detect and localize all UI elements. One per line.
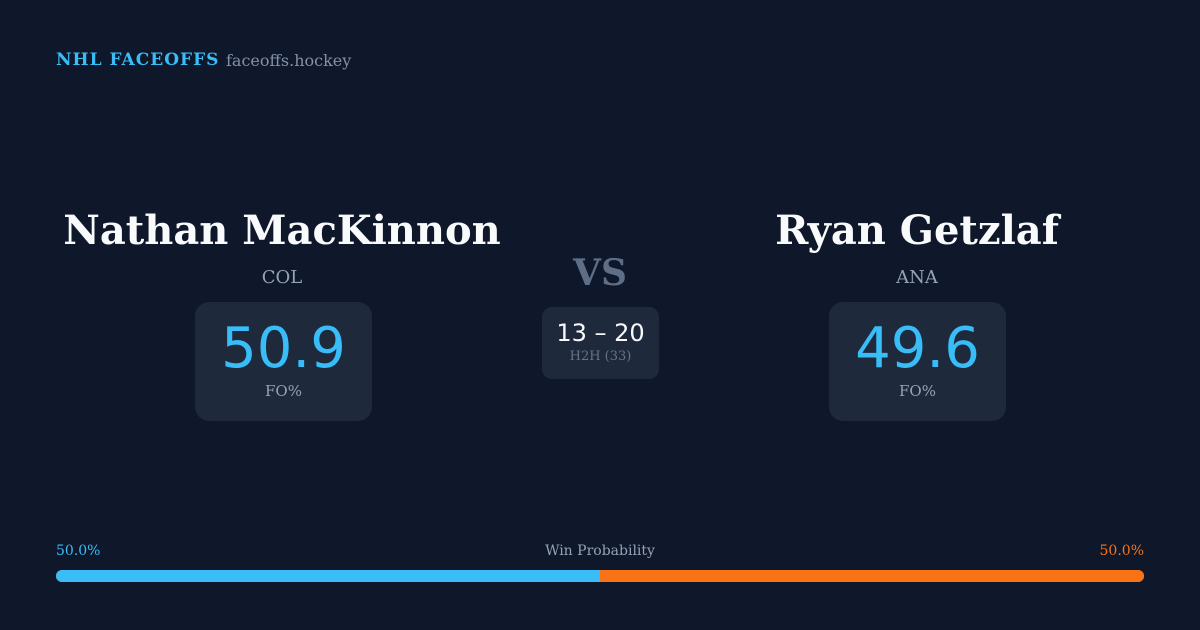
left-win-prob-fill: [56, 570, 600, 582]
right-fo-card: 49.6 FO%: [829, 302, 1006, 421]
vs-label: VS: [573, 252, 627, 294]
right-player-team: ANA: [896, 267, 938, 288]
brand-title: NHL FACEOFFS: [56, 50, 220, 70]
h2h-card: 13 – 20 H2H (33): [542, 307, 659, 379]
right-win-prob: 50.0%: [1099, 543, 1144, 559]
right-win-prob-fill: [600, 570, 1144, 582]
win-prob-label: Win Probability: [545, 543, 655, 559]
left-fo-card: 50.9 FO%: [195, 302, 372, 421]
h2h-score: 13 – 20: [556, 319, 645, 347]
left-fo-value: 50.9: [221, 316, 346, 381]
left-fo-label: FO%: [265, 382, 302, 400]
left-player-team: COL: [261, 267, 303, 288]
right-fo-value: 49.6: [855, 316, 980, 381]
left-win-prob: 50.0%: [56, 543, 101, 559]
right-player: Ryan Getzlaf ANA: [667, 205, 1167, 288]
left-player: Nathan MacKinnon COL: [32, 205, 532, 288]
left-player-name: Nathan MacKinnon: [63, 207, 501, 254]
right-player-name: Ryan Getzlaf: [775, 207, 1059, 254]
right-fo-label: FO%: [899, 382, 936, 400]
site-url: faceoffs.hockey: [226, 51, 352, 70]
win-prob-bar: [56, 570, 1144, 582]
h2h-label: H2H (33): [569, 349, 632, 364]
